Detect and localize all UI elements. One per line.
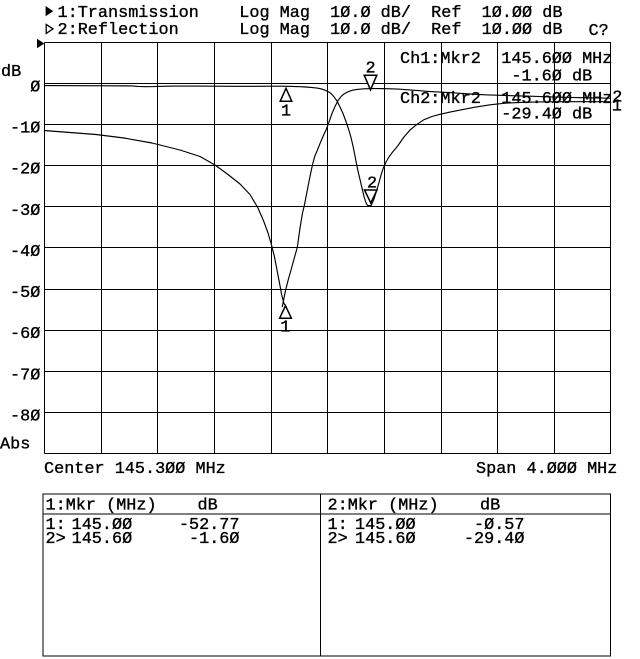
svg-text:Ø: Ø — [30, 79, 40, 98]
svg-text:-4Ø: -4Ø — [10, 243, 40, 262]
svg-text:1: 1 — [281, 103, 291, 122]
svg-text:Center 145.3ØØ MHz: Center 145.3ØØ MHz — [44, 460, 226, 479]
svg-text:Ch1:Mkr2: Ch1:Mkr2 — [400, 50, 481, 69]
svg-text:1: 1 — [612, 98, 622, 117]
svg-text:1:Mkr (MHz): 1:Mkr (MHz) — [46, 497, 157, 516]
svg-text:-29.4Ø dB: -29.4Ø dB — [501, 105, 592, 124]
svg-text:Abs: Abs — [0, 436, 30, 455]
svg-text:2: 2 — [366, 60, 376, 79]
svg-text:145.6ØØ MHz: 145.6ØØ MHz — [501, 90, 612, 109]
svg-text:2:Mkr (MHz): 2:Mkr (MHz) — [328, 497, 439, 516]
svg-text:dB: dB — [198, 497, 218, 516]
svg-text:145.ØØ: 145.ØØ — [72, 516, 133, 535]
svg-text:-1.6Ø dB: -1.6Ø dB — [511, 67, 592, 86]
svg-text:-29.4Ø: -29.4Ø — [464, 530, 525, 549]
svg-text:1: 1 — [280, 319, 290, 338]
svg-text:dB: dB — [480, 497, 500, 516]
svg-text:2: 2 — [367, 175, 377, 194]
svg-text:2: 2 — [612, 88, 622, 107]
svg-text:-1Ø: -1Ø — [10, 120, 40, 139]
svg-text:2:Reflection Log Mag 1Ø.: 2:Reflection Log Mag 1Ø.Ø dB/ Ref 1Ø.ØØ … — [58, 21, 563, 40]
svg-text:-2Ø: -2Ø — [10, 161, 40, 180]
svg-text:Ch2:Mkr2: Ch2:Mkr2 — [400, 90, 481, 109]
svg-text:145.6Ø: 145.6Ø — [72, 530, 133, 549]
svg-text:2>: 2> — [46, 530, 66, 549]
svg-text:-3Ø: -3Ø — [10, 202, 40, 221]
svg-text:-8Ø: -8Ø — [10, 407, 40, 426]
svg-text:145.6Ø: 145.6Ø — [355, 530, 416, 549]
svg-text:1:: 1: — [328, 516, 348, 535]
svg-text:145.6ØØ MHz: 145.6ØØ MHz — [501, 50, 612, 69]
svg-text:-Ø.57: -Ø.57 — [474, 516, 525, 535]
svg-text:-1.6Ø: -1.6Ø — [189, 530, 240, 549]
svg-text:2>: 2> — [328, 530, 348, 549]
svg-text:C?: C? — [589, 22, 609, 41]
svg-text:dB: dB — [1, 63, 21, 82]
svg-text:-52.77: -52.77 — [179, 516, 240, 535]
svg-text:Span 4.ØØØ MHz: Span 4.ØØØ MHz — [476, 460, 617, 479]
svg-text:1:: 1: — [46, 516, 66, 535]
svg-text:-5Ø: -5Ø — [10, 284, 40, 303]
svg-text:1:Transmission Log Mag 1Ø.: 1:Transmission Log Mag 1Ø.Ø dB/ Ref 1Ø.Ø… — [58, 4, 563, 23]
svg-text:145.ØØ: 145.ØØ — [355, 516, 416, 535]
svg-text:-6Ø: -6Ø — [10, 325, 40, 344]
svg-text:-7Ø: -7Ø — [10, 366, 40, 385]
